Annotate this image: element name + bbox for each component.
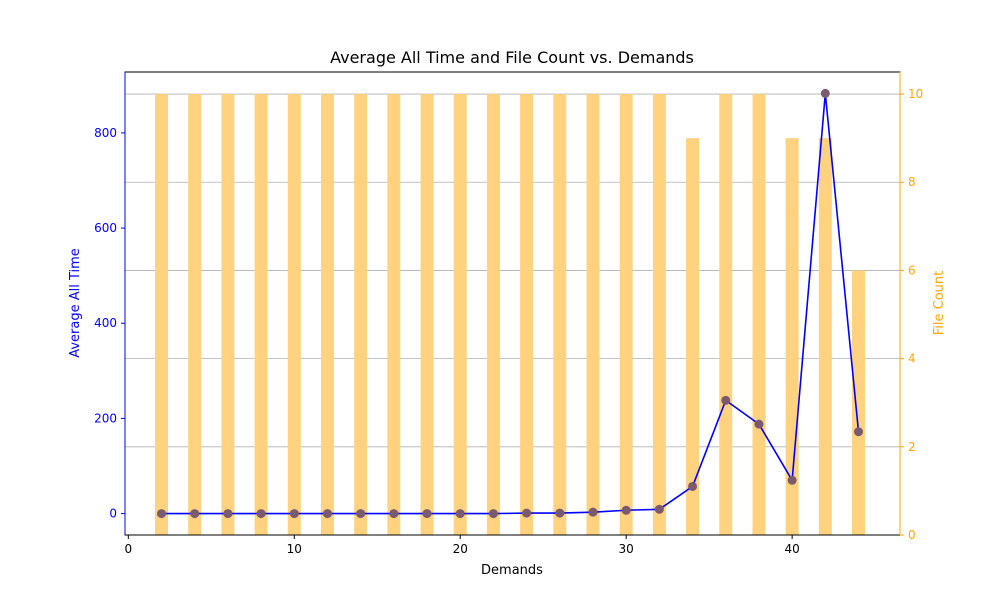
bar-6 (221, 94, 235, 536)
point-24 (522, 508, 532, 518)
bar-series (155, 94, 866, 536)
point-10 (289, 509, 299, 519)
x-tick-label-30: 30 (619, 542, 634, 556)
bar-2 (155, 94, 169, 536)
y-right-tick-label-6: 6 (908, 263, 916, 277)
point-36 (721, 395, 731, 405)
y-left-tick-label-200: 200 (94, 411, 117, 425)
line-series (157, 88, 864, 519)
x-tick-label-40: 40 (784, 542, 799, 556)
point-44 (854, 427, 864, 437)
y-right-tick-label-2: 2 (908, 440, 916, 454)
point-16 (389, 509, 399, 519)
bar-38 (752, 94, 766, 536)
bar-36 (719, 94, 733, 536)
point-26 (555, 508, 565, 518)
bar-4 (188, 94, 202, 536)
bar-18 (420, 94, 434, 536)
x-tick-label-20: 20 (453, 542, 468, 556)
point-40 (787, 475, 797, 485)
bar-22 (486, 94, 500, 536)
bar-42 (818, 138, 832, 535)
x-tick-label-10: 10 (287, 542, 302, 556)
x-tick-label-0: 0 (124, 542, 132, 556)
y-right-tick-label-0: 0 (908, 528, 916, 542)
point-12 (322, 509, 332, 519)
bar-34 (686, 138, 700, 535)
point-8 (256, 509, 266, 519)
point-42 (820, 88, 830, 98)
bar-28 (586, 94, 600, 536)
y-right-tick-label-4: 4 (908, 352, 916, 366)
bar-26 (553, 94, 567, 536)
y-axis-label-right: File Count (932, 271, 947, 336)
point-4 (190, 509, 200, 519)
bar-10 (287, 94, 301, 536)
y-left-tick-label-800: 800 (94, 126, 117, 140)
bar-30 (619, 94, 633, 536)
point-34 (688, 481, 698, 491)
y-left-tick-label-0: 0 (109, 507, 117, 521)
bar-16 (387, 94, 401, 536)
bar-8 (254, 94, 268, 536)
y-right-tick-label-10: 10 (908, 87, 923, 101)
y-left-tick-label-600: 600 (94, 221, 117, 235)
point-6 (223, 509, 233, 519)
y-right-tick-label-8: 8 (908, 175, 916, 189)
point-22 (488, 509, 498, 519)
point-28 (588, 507, 598, 517)
axes (124, 71, 901, 536)
point-2 (157, 509, 167, 519)
chart-title: Average All Time and File Count vs. Dema… (330, 48, 694, 67)
point-20 (455, 509, 465, 519)
x-axis-label: Demands (481, 563, 543, 578)
point-38 (754, 419, 764, 429)
y-left-tick-label-400: 400 (94, 316, 117, 330)
bar-14 (354, 94, 368, 536)
point-14 (356, 509, 366, 519)
y-axis-label-left: Average All Time (68, 248, 83, 358)
bar-32 (652, 94, 666, 536)
bar-20 (453, 94, 467, 536)
bar-12 (320, 94, 334, 536)
point-32 (654, 504, 664, 514)
bar-24 (520, 94, 534, 536)
avg-time-line (161, 93, 860, 515)
point-18 (422, 509, 432, 519)
bar-44 (852, 270, 866, 535)
grid-lines (125, 93, 900, 448)
point-30 (621, 505, 631, 515)
